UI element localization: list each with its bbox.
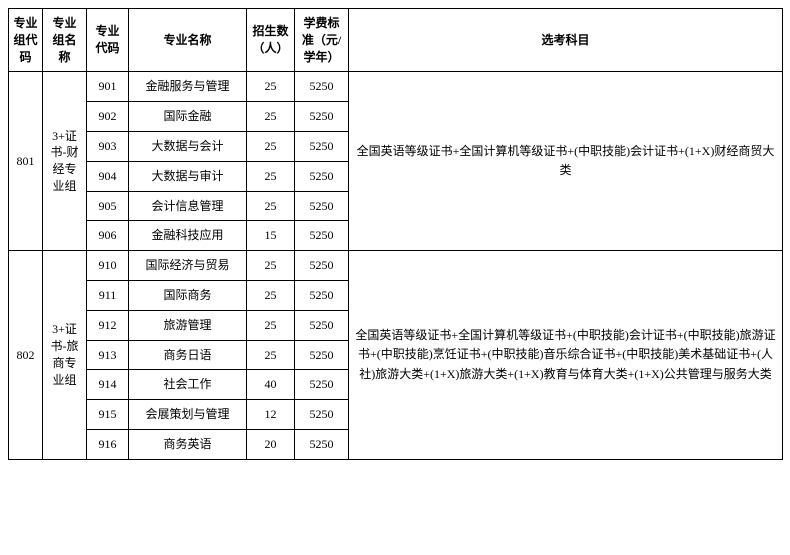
cell-group-name: 3+证书-旅商专业组 [43, 251, 87, 460]
cell-major-name: 商务日语 [129, 340, 247, 370]
cell-fee: 5250 [295, 400, 349, 430]
cell-major-name: 大数据与审计 [129, 161, 247, 191]
cell-major-name: 会展策划与管理 [129, 400, 247, 430]
cell-major-code: 901 [87, 72, 129, 102]
cell-major-name: 国际经济与贸易 [129, 251, 247, 281]
cell-enroll: 25 [247, 251, 295, 281]
cell-major-name: 大数据与会计 [129, 131, 247, 161]
cell-major-name: 会计信息管理 [129, 191, 247, 221]
cell-major-name: 金融科技应用 [129, 221, 247, 251]
table-row: 801 3+证书-财经专业组 901 金融服务与管理 25 5250 全国英语等… [9, 72, 783, 102]
cell-enroll: 25 [247, 161, 295, 191]
col-header-major-code: 专业代码 [87, 9, 129, 72]
cell-enroll: 12 [247, 400, 295, 430]
cell-major-code: 912 [87, 310, 129, 340]
cell-fee: 5250 [295, 280, 349, 310]
cell-major-code: 911 [87, 280, 129, 310]
cell-enroll: 25 [247, 280, 295, 310]
cell-major-code: 905 [87, 191, 129, 221]
cell-enroll: 20 [247, 429, 295, 459]
cell-group-code: 802 [9, 251, 43, 460]
cell-fee: 5250 [295, 221, 349, 251]
cell-fee: 5250 [295, 161, 349, 191]
cell-major-code: 910 [87, 251, 129, 281]
table-row: 802 3+证书-旅商专业组 910 国际经济与贸易 25 5250 全国英语等… [9, 251, 783, 281]
cell-major-name: 旅游管理 [129, 310, 247, 340]
admissions-table: 专业组代码 专业组名称 专业代码 专业名称 招生数（人） 学费标准（元/学年） … [8, 8, 783, 460]
cell-fee: 5250 [295, 370, 349, 400]
cell-fee: 5250 [295, 251, 349, 281]
table-header-row: 专业组代码 专业组名称 专业代码 专业名称 招生数（人） 学费标准（元/学年） … [9, 9, 783, 72]
cell-fee: 5250 [295, 131, 349, 161]
cell-major-code: 915 [87, 400, 129, 430]
col-header-subjects: 选考科目 [349, 9, 783, 72]
cell-major-name: 国际金融 [129, 102, 247, 132]
cell-enroll: 25 [247, 340, 295, 370]
cell-subjects: 全国英语等级证书+全国计算机等级证书+(中职技能)会计证书+(中职技能)旅游证书… [349, 251, 783, 460]
cell-fee: 5250 [295, 429, 349, 459]
cell-enroll: 25 [247, 131, 295, 161]
cell-group-name: 3+证书-财经专业组 [43, 72, 87, 251]
cell-major-code: 916 [87, 429, 129, 459]
cell-major-name: 金融服务与管理 [129, 72, 247, 102]
cell-major-name: 商务英语 [129, 429, 247, 459]
cell-major-code: 904 [87, 161, 129, 191]
cell-major-name: 国际商务 [129, 280, 247, 310]
col-header-fee: 学费标准（元/学年） [295, 9, 349, 72]
cell-fee: 5250 [295, 310, 349, 340]
cell-major-code: 906 [87, 221, 129, 251]
cell-enroll: 15 [247, 221, 295, 251]
cell-fee: 5250 [295, 72, 349, 102]
cell-enroll: 25 [247, 102, 295, 132]
col-header-major-name: 专业名称 [129, 9, 247, 72]
cell-enroll: 25 [247, 310, 295, 340]
cell-major-code: 903 [87, 131, 129, 161]
cell-enroll: 25 [247, 191, 295, 221]
cell-major-name: 社会工作 [129, 370, 247, 400]
cell-major-code: 902 [87, 102, 129, 132]
col-header-enroll: 招生数（人） [247, 9, 295, 72]
cell-enroll: 25 [247, 72, 295, 102]
cell-major-code: 914 [87, 370, 129, 400]
cell-major-code: 913 [87, 340, 129, 370]
col-header-group-code: 专业组代码 [9, 9, 43, 72]
cell-subjects: 全国英语等级证书+全国计算机等级证书+(中职技能)会计证书+(1+X)财经商贸大… [349, 72, 783, 251]
cell-group-code: 801 [9, 72, 43, 251]
cell-fee: 5250 [295, 191, 349, 221]
cell-fee: 5250 [295, 340, 349, 370]
table-body: 801 3+证书-财经专业组 901 金融服务与管理 25 5250 全国英语等… [9, 72, 783, 459]
col-header-group-name: 专业组名称 [43, 9, 87, 72]
cell-enroll: 40 [247, 370, 295, 400]
cell-fee: 5250 [295, 102, 349, 132]
